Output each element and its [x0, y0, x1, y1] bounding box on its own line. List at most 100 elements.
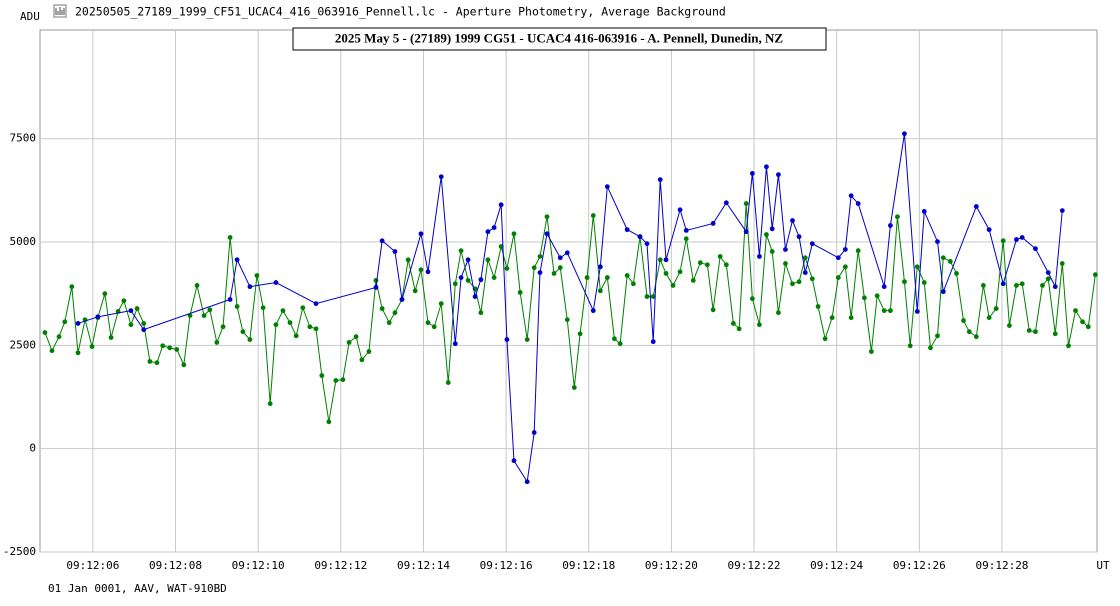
- y-tick-label: 7500: [10, 132, 37, 145]
- footer: 01 Jan 0001, AAV, WAT-910BD: [48, 582, 227, 595]
- data-point: [796, 279, 802, 285]
- data-point: [511, 231, 517, 237]
- data-point: [902, 131, 907, 137]
- data-point: [1045, 270, 1051, 276]
- data-point: [935, 239, 940, 245]
- data-point: [637, 234, 643, 240]
- data-point: [829, 315, 835, 321]
- data-point: [749, 296, 755, 302]
- data-point: [710, 221, 716, 226]
- data-point: [181, 362, 187, 368]
- data-point: [524, 337, 530, 342]
- data-point: [895, 214, 900, 220]
- data-point: [980, 283, 986, 288]
- x-tick-label: 09:12:28: [975, 559, 1028, 572]
- data-point: [1026, 328, 1032, 333]
- data-point: [313, 301, 319, 307]
- data-point: [604, 184, 610, 190]
- data-point: [571, 385, 577, 390]
- data-point: [1045, 276, 1051, 282]
- data-point: [947, 259, 953, 264]
- data-point: [1066, 343, 1071, 349]
- data-point: [174, 347, 180, 352]
- data-point: [855, 248, 861, 254]
- x-tick-label: 09:12:22: [728, 559, 781, 572]
- data-point: [373, 278, 379, 283]
- data-point: [240, 329, 246, 335]
- data-point: [491, 225, 497, 230]
- data-point: [511, 458, 517, 464]
- data-point: [379, 238, 385, 244]
- data-point: [326, 419, 332, 425]
- data-point: [544, 231, 550, 237]
- data-point: [1006, 323, 1012, 328]
- data-point: [584, 275, 590, 280]
- data-point: [736, 326, 742, 332]
- data-point: [1052, 331, 1058, 337]
- x-tick-label: 09:12:10: [232, 559, 285, 572]
- data-point: [49, 348, 55, 354]
- data-point: [1073, 308, 1078, 314]
- data-point: [134, 306, 140, 311]
- data-point: [783, 261, 788, 266]
- data-point: [121, 298, 127, 304]
- data-point: [524, 479, 530, 485]
- data-point: [160, 343, 166, 349]
- x-tick-label: 09:12:12: [314, 559, 367, 572]
- data-point: [75, 321, 81, 326]
- data-point: [366, 349, 372, 354]
- data-point: [1092, 272, 1098, 278]
- data-point: [868, 349, 874, 354]
- data-point: [1019, 281, 1025, 287]
- data-point: [491, 275, 497, 280]
- data-point: [657, 257, 663, 263]
- data-point: [452, 341, 458, 347]
- x-axis-label: UT: [1096, 559, 1110, 572]
- data-point: [89, 344, 95, 349]
- data-point: [590, 213, 596, 218]
- data-point: [973, 334, 979, 340]
- data-point: [167, 345, 173, 351]
- data-point: [790, 281, 795, 287]
- data-point: [234, 257, 240, 263]
- data-point: [340, 377, 346, 383]
- data-point: [993, 306, 999, 311]
- data-point: [835, 275, 841, 280]
- data-point: [392, 249, 398, 254]
- data-point: [861, 295, 867, 301]
- data-point: [95, 314, 101, 320]
- data-point: [604, 275, 610, 280]
- data-point: [848, 193, 854, 199]
- data-point: [842, 247, 848, 252]
- data-point: [874, 293, 880, 299]
- data-point: [986, 227, 992, 233]
- data-point: [564, 250, 570, 256]
- data-point: [1085, 324, 1091, 330]
- data-point: [764, 232, 769, 237]
- data-point: [379, 306, 385, 311]
- data-point: [644, 294, 650, 299]
- data-point: [102, 291, 108, 297]
- data-point: [458, 248, 464, 254]
- data-point: [465, 257, 471, 263]
- data-point: [914, 309, 920, 314]
- data-point: [504, 266, 510, 271]
- data-point: [267, 401, 273, 407]
- data-point: [769, 249, 775, 254]
- data-point: [293, 333, 299, 339]
- data-point: [848, 315, 854, 321]
- series-line: [77, 133, 1063, 484]
- data-point: [452, 281, 458, 287]
- x-tick-label: 09:12:26: [893, 559, 946, 572]
- data-point: [624, 227, 630, 233]
- data-point: [1080, 319, 1085, 325]
- data-point: [644, 241, 650, 247]
- data-point: [438, 301, 444, 307]
- data-point: [663, 271, 669, 276]
- data-point: [802, 255, 808, 261]
- data-point: [260, 305, 266, 311]
- data-point: [531, 265, 537, 271]
- data-point: [418, 267, 424, 273]
- x-tick-label: 09:12:06: [66, 559, 119, 572]
